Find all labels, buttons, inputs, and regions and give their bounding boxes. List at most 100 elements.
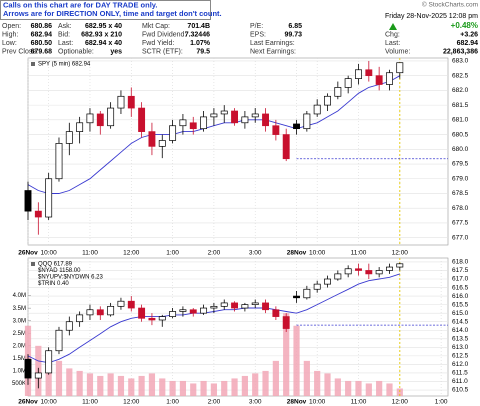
y-tick-label: 612.0 [452, 361, 469, 368]
candle-body [386, 266, 393, 271]
volume-bar [97, 375, 104, 396]
x-tick-label: 1:00 [166, 399, 179, 406]
x-tick-label: 11:00 [82, 250, 98, 257]
quote-value: 679.68 [31, 48, 53, 55]
volume-tick-label: 2.5M [13, 331, 26, 337]
x-tick-label: 10:00 [309, 399, 326, 406]
y-tick-label: 617.5 [452, 267, 469, 274]
quote-label: Bid: [58, 31, 70, 38]
y-tick-label: 611.0 [452, 378, 468, 385]
x-tick-label: 28Nov [287, 250, 307, 257]
candle-body [272, 125, 280, 135]
y-tick-label: 614.0 [452, 327, 469, 334]
candle-body [107, 107, 115, 127]
candle-body [45, 178, 53, 218]
candle-body [313, 283, 321, 290]
notice: Calls on this chart are for DAY TRADE on… [3, 0, 157, 9]
candle-body [65, 131, 73, 144]
x-tick-label: 12:00 [123, 399, 140, 406]
notice-box [0, 0, 211, 20]
volume-bar [159, 378, 166, 396]
y-tick-label: 682.5 [452, 72, 469, 79]
stat-label: Volume: [385, 48, 410, 55]
volume-bar [117, 375, 125, 396]
candle-body [127, 95, 135, 109]
volume-bar [262, 370, 269, 396]
candle-body [241, 116, 249, 124]
candle-body [65, 321, 73, 331]
candle-body [179, 119, 187, 127]
volume-bar [231, 378, 238, 396]
legend-swatch [31, 262, 35, 266]
x-tick-label: 1:00 [435, 399, 448, 406]
x-tick-label: 2:00 [208, 399, 221, 406]
volume-tick-label: 3.0M [13, 318, 26, 324]
y-tick-label: 613.5 [452, 336, 469, 343]
candle-body [355, 268, 362, 271]
candle-body [86, 309, 94, 316]
candle-body [148, 131, 156, 147]
quote-label: EPS: [250, 31, 266, 38]
candle-body [241, 304, 249, 309]
volume-tick-label: 3.5M [13, 306, 26, 312]
candle-body [55, 329, 63, 352]
y-tick-label: 682.0 [452, 87, 469, 94]
y-tick-label: 683.0 [452, 58, 469, 65]
x-tick-label: 1:00 [166, 250, 179, 257]
candle-body [220, 302, 228, 307]
y-tick-label: 677.5 [452, 220, 469, 227]
candle-body [189, 309, 197, 314]
x-tick-label: 11:00 [351, 250, 367, 257]
volume-bar [334, 378, 341, 396]
volume-bar [190, 383, 197, 396]
candle-body [344, 78, 352, 88]
y-tick-label: 612.5 [452, 353, 469, 360]
candle-body [375, 270, 383, 275]
legend-entry: $NYUPV:$NYDWN 6.23 [38, 275, 103, 281]
volume-bar [241, 375, 248, 396]
copyright: © StockCharts.com [422, 1, 478, 9]
candle-body [313, 104, 321, 115]
volume-tick-label: 500K [12, 381, 26, 387]
volume-tick-label: 2.0M [13, 343, 26, 349]
quote-value: 1.07% [190, 40, 211, 47]
quote-value: 701.4B [187, 23, 210, 30]
volume-bar [386, 383, 393, 396]
volume-bar [272, 360, 279, 396]
volume-bar [221, 380, 228, 396]
volume-bar [355, 380, 362, 396]
volume-bar [138, 375, 145, 396]
candle-body [24, 190, 32, 212]
quote-value: 682.93 x 210 [81, 31, 122, 38]
candle-body [210, 113, 218, 118]
candle-body [293, 123, 300, 130]
panel-frame [27, 57, 449, 246]
candle-body [55, 143, 63, 180]
y-tick-label: 616.5 [452, 284, 469, 291]
y-tick-label: 610.5 [452, 387, 469, 394]
candle-body [396, 62, 404, 74]
stat-value: 22,863,386 [443, 48, 478, 55]
up-arrow [389, 23, 397, 30]
quote-label: P/E: [250, 23, 263, 30]
candle-body [76, 122, 84, 132]
quote-value: 682.95 x 40 [85, 23, 122, 30]
volume-bar [376, 380, 383, 396]
candle-body [220, 110, 228, 115]
candle-body [231, 302, 239, 309]
y-tick-label: 613.0 [452, 344, 469, 351]
candle-body [282, 316, 290, 329]
y-tick-label: 617.0 [452, 276, 469, 283]
x-tick-label: 10:00 [309, 250, 326, 257]
candle-body [365, 69, 373, 77]
x-tick-label: 12:00 [392, 250, 409, 257]
candle-body [262, 113, 269, 127]
volume-bar [148, 373, 156, 396]
y-tick-label: 678.5 [452, 190, 469, 197]
y-tick-label: 611.5 [452, 370, 468, 377]
legend-entry: SPY (5 min) 682.94 [38, 62, 91, 68]
stat-label: Chg: [385, 31, 400, 38]
quote-label: Open: [2, 23, 21, 30]
x-tick-label: 10:00 [41, 399, 58, 406]
candle-body [303, 113, 311, 130]
